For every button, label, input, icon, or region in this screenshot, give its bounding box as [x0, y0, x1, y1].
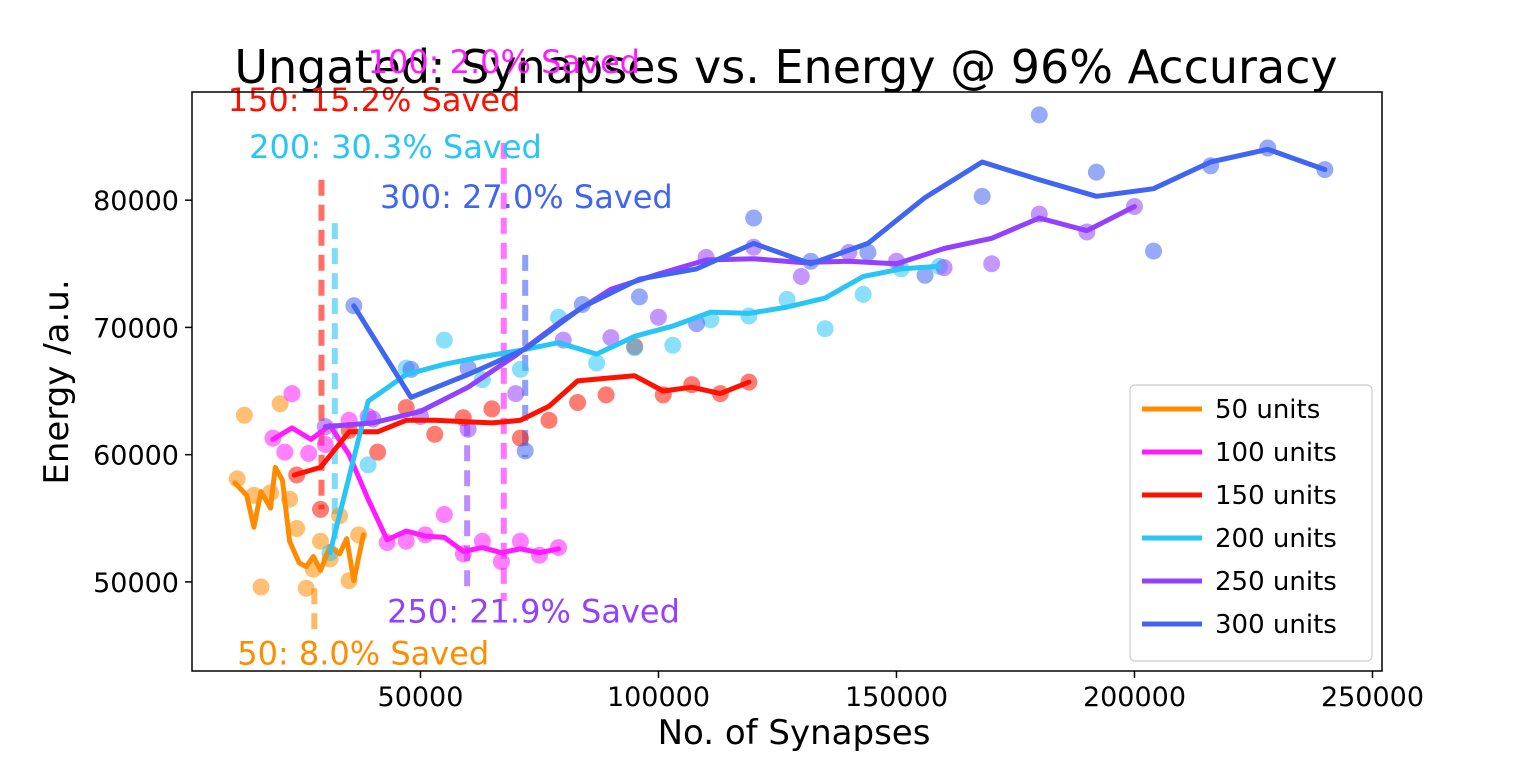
annotation-label-0: 100: 2.0% Saved: [368, 43, 640, 81]
point-s1-14: [511, 532, 529, 550]
point-s2-7: [483, 400, 501, 418]
point-s1-4: [316, 435, 334, 453]
x-tick-label-4: 250000: [1321, 682, 1424, 713]
point-s1-10: [435, 505, 453, 523]
point-s1-12: [473, 532, 491, 550]
point-s2-10: [569, 393, 587, 411]
point-s0-10: [312, 532, 330, 550]
x-tick-label-1: 100000: [607, 682, 710, 713]
legend-label-4: 250 units: [1215, 567, 1337, 597]
point-s3-1: [359, 456, 377, 474]
point-s5-9: [859, 243, 877, 261]
legend-label-1: 100 units: [1215, 438, 1337, 468]
y-tick-label-0: 50000: [93, 568, 179, 599]
point-s4-4: [507, 385, 525, 403]
point-s5-13: [1087, 163, 1105, 181]
point-s4-6: [602, 329, 620, 347]
series-line-1: [270, 422, 561, 556]
point-s5-7: [745, 209, 763, 227]
y-axis-label: Energy /a.u.: [37, 279, 77, 484]
series-line-2: [291, 373, 752, 478]
point-s4-13: [935, 259, 953, 277]
point-s1-8: [397, 532, 415, 550]
annotation-label-5: 50: 8.0% Saved: [237, 635, 489, 673]
point-s3-9: [664, 336, 682, 354]
point-s2-9: [540, 411, 558, 429]
plot-frame: [191, 91, 1383, 672]
legend-label-5: 300 units: [1215, 610, 1337, 640]
point-s5-11: [973, 187, 991, 205]
point-s3-7: [588, 354, 606, 372]
series-line-4: [322, 204, 1137, 430]
annotation-label-3: 300: 27.0% Saved: [380, 178, 673, 216]
point-s0-8: [297, 579, 315, 597]
y-tick-label-2: 70000: [93, 313, 179, 344]
series-line-0: [232, 464, 366, 584]
series-line-5: [351, 146, 1328, 400]
x-axis-ticks: 50000 100000 150000 200000 250000: [378, 671, 1424, 713]
point-s2-11: [597, 386, 615, 404]
point-s3-5: [511, 360, 529, 378]
series-line-3: [327, 263, 942, 556]
point-s4-3: [459, 420, 477, 438]
point-s1-3: [300, 444, 318, 462]
point-s4-10: [792, 268, 810, 286]
legend-label-2: 150 units: [1215, 481, 1337, 511]
x-tick-label-3: 200000: [1083, 682, 1186, 713]
chart-title: Ungated: Synapses vs. Energy @ 96% Accur…: [234, 40, 1337, 94]
y-tick-label-1: 60000: [93, 441, 179, 472]
point-s1-1: [276, 443, 294, 461]
point-s2-3: [369, 443, 387, 461]
x-tick-label-2: 150000: [845, 682, 948, 713]
point-s0-5: [271, 395, 289, 413]
x-tick-label-0: 50000: [378, 682, 464, 713]
point-s5-12: [1030, 106, 1048, 124]
point-s3-3: [435, 331, 453, 349]
point-s4-7: [649, 308, 667, 326]
point-s5-14: [1145, 242, 1163, 260]
point-s5-3: [516, 442, 534, 460]
point-s0-7: [288, 519, 306, 537]
point-s3-8: [626, 339, 644, 357]
legend-label-0: 50 units: [1215, 395, 1320, 425]
point-s1-2: [283, 385, 301, 403]
annotation-label-1: 150: 15.2% Saved: [228, 81, 521, 119]
point-s5-5: [630, 288, 648, 306]
point-s0-1: [235, 406, 253, 424]
annotation-label-2: 200: 30.3% Saved: [249, 128, 542, 166]
x-axis-label: No. of Synapses: [658, 713, 931, 753]
point-s0-3: [252, 578, 270, 596]
annotation-lines: [311, 142, 529, 631]
point-s1-13: [492, 553, 510, 571]
point-s2-1: [312, 500, 330, 518]
legend: 50 units 100 units 150 units 200 units 250 u…: [1129, 384, 1373, 662]
series-lines: [232, 146, 1328, 584]
point-s5-10: [916, 266, 934, 284]
y-tick-label-3: 80000: [93, 186, 179, 217]
y-axis-ticks: 50000 60000 70000 80000: [93, 186, 192, 599]
point-s3-13: [816, 320, 834, 338]
point-s4-14: [983, 255, 1001, 273]
annotation-label-4: 250: 21.9% Saved: [387, 593, 680, 631]
legend-label-3: 200 units: [1215, 524, 1337, 554]
point-s3-14: [854, 285, 872, 303]
point-s2-5: [426, 425, 444, 443]
